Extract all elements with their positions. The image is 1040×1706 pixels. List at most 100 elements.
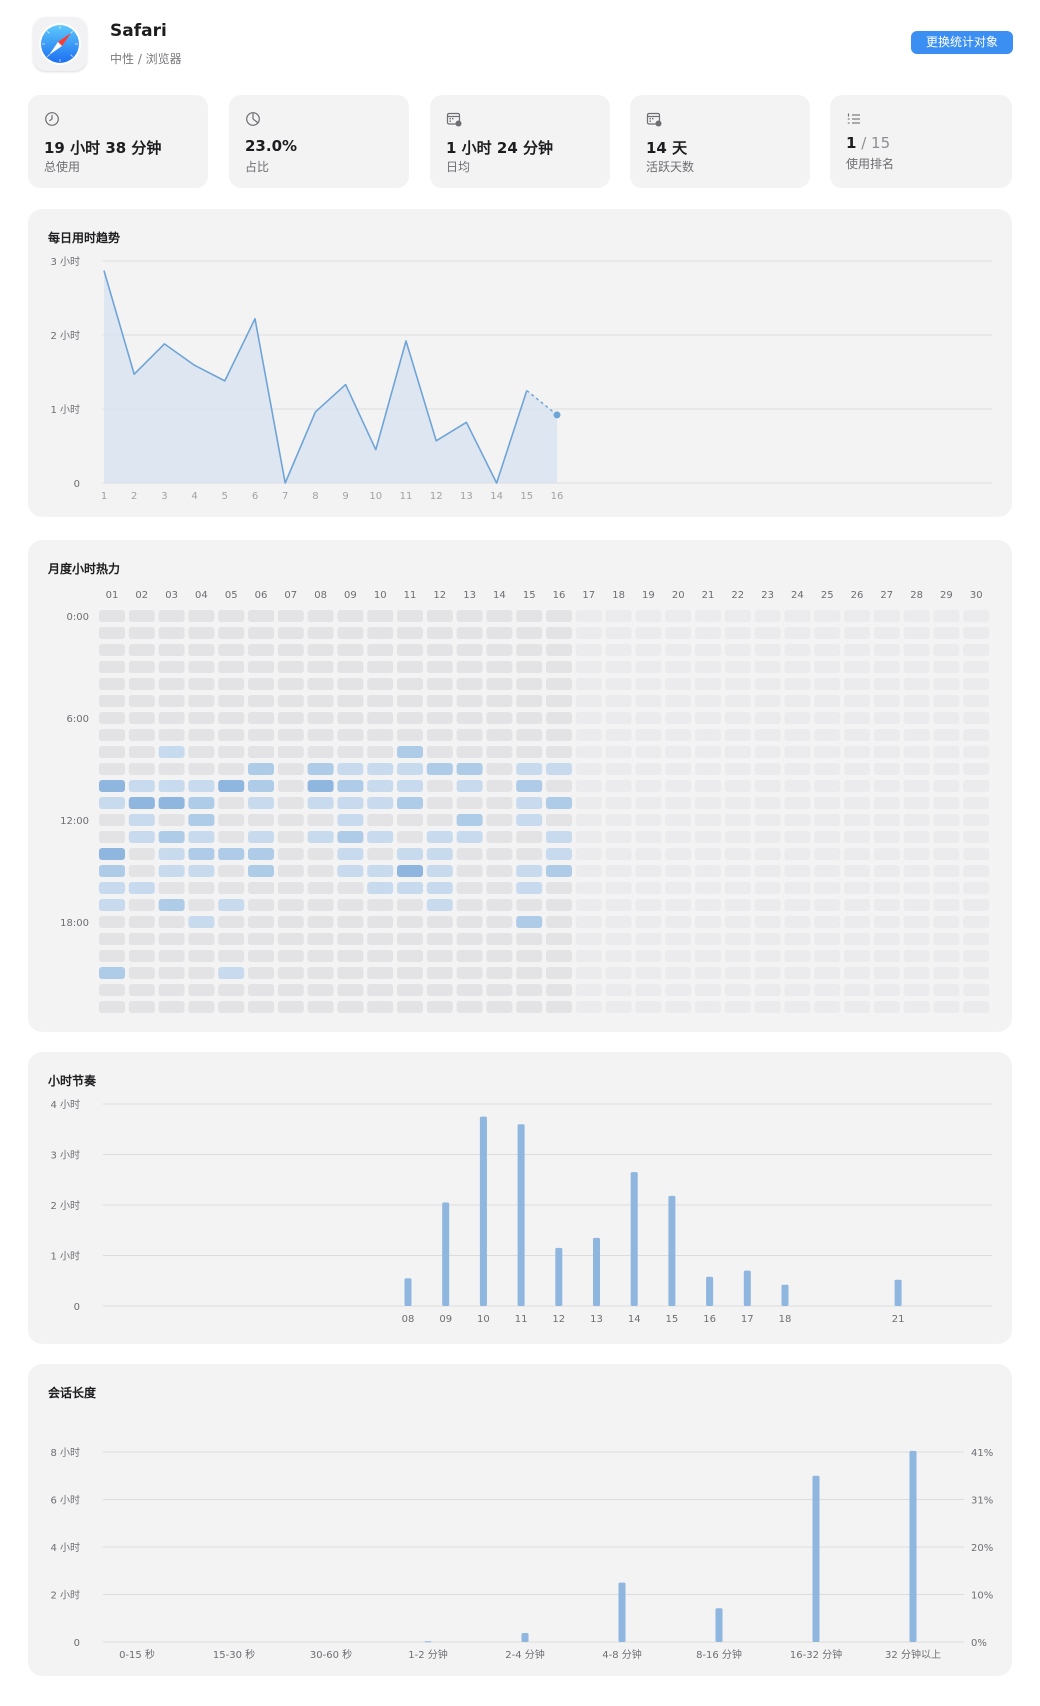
y-tick-label: 3 小时	[50, 256, 80, 268]
heatmap-cell	[635, 831, 662, 843]
heatmap-cell	[844, 848, 870, 860]
heatmap-cell	[814, 882, 841, 894]
heatmap-cell	[486, 882, 513, 894]
heatmap-cell	[516, 797, 543, 809]
heatmap-cell	[218, 882, 245, 894]
heatmap-cell	[903, 780, 930, 792]
heatmap-cell	[605, 916, 632, 928]
heatmap-cell	[575, 865, 602, 877]
heatmap-cell	[754, 610, 781, 622]
heatmap-cell	[307, 712, 334, 724]
heatmap-cell	[784, 916, 811, 928]
heatmap-cell	[665, 763, 692, 775]
heatmap-cell	[546, 814, 572, 826]
heatmap-cell	[546, 712, 572, 724]
x-tick-label: 16	[551, 491, 564, 502]
heatmap-cell	[814, 950, 841, 962]
heatmap-cell	[158, 848, 185, 860]
daily-trend-chart: 01 小时2 小时3 小时1 2 3 4 5 6 7 8 9 10 11 12 13 14 15 16	[50, 256, 992, 502]
heatmap-cell	[218, 780, 245, 792]
heatmap-cell	[456, 729, 483, 741]
heatmap-cell	[248, 610, 274, 622]
heatmap-cell	[665, 984, 692, 996]
heatmap-cell	[844, 746, 870, 758]
heatmap-cell	[397, 712, 423, 724]
heatmap-cell	[635, 695, 662, 707]
x-tick-label: 1-2 分钟	[408, 1648, 448, 1661]
heatmap-cell	[456, 644, 483, 656]
heatmap-cell	[665, 712, 692, 724]
heatmap-cell	[486, 848, 513, 860]
heatmap-cell	[188, 661, 215, 673]
heatmap-cell	[963, 780, 990, 792]
heatmap-cell	[516, 729, 543, 741]
section-title: 月度小时热力	[48, 562, 121, 576]
heatmap-cell	[99, 797, 125, 809]
heatmap-cell	[486, 712, 513, 724]
heatmap-cell	[456, 967, 483, 979]
heatmap-cell	[575, 780, 602, 792]
y-right-tick-label: 0%	[971, 1638, 987, 1649]
heatmap-cell	[933, 984, 960, 996]
heatmap-cell	[486, 644, 513, 656]
heatmap-cell	[486, 950, 513, 962]
heatmap-cell	[844, 763, 870, 775]
column-label: 30	[970, 590, 983, 601]
heatmap-cell	[933, 848, 960, 860]
heatmap-cell	[844, 814, 870, 826]
heatmap-cell	[99, 763, 125, 775]
heatmap-cell	[665, 899, 692, 911]
heatmap-cell	[158, 916, 185, 928]
heatmap-cell	[277, 984, 304, 996]
heatmap-cell	[397, 882, 423, 894]
heatmap-cell	[397, 780, 423, 792]
heatmap-cell	[218, 678, 245, 690]
heatmap-cell	[337, 627, 364, 639]
x-tick-label: 30-60 秒	[310, 1648, 352, 1661]
row-label: 6:00	[67, 714, 89, 725]
heatmap-cell	[218, 627, 245, 639]
heatmap-cell	[605, 610, 632, 622]
heatmap-cell	[933, 916, 960, 928]
heatmap-cell	[635, 797, 662, 809]
column-label: 21	[702, 590, 715, 601]
heatmap-cell	[575, 916, 602, 928]
heatmap-cell	[158, 729, 185, 741]
x-tick-label: 14	[490, 491, 503, 502]
heatmap-cell	[128, 695, 155, 707]
heatmap-cell	[248, 865, 274, 877]
heatmap-cell	[635, 644, 662, 656]
heatmap-cell	[665, 678, 692, 690]
heatmap-cell	[546, 882, 572, 894]
column-label: 01	[106, 590, 119, 601]
switch-target-button[interactable]: 更换统计对象	[911, 31, 1013, 54]
heatmap-cell	[397, 848, 423, 860]
heatmap-cell	[188, 610, 215, 622]
heatmap-cell	[933, 831, 960, 843]
heatmap-cell	[158, 882, 185, 894]
heatmap-cell	[486, 678, 513, 690]
heatmap-cell	[933, 950, 960, 962]
heatmap-cell	[903, 831, 930, 843]
heatmap-cell	[426, 661, 453, 673]
heatmap-cell	[277, 848, 304, 860]
heatmap-cell	[963, 695, 990, 707]
heatmap-cell	[873, 610, 900, 622]
heatmap-cell	[99, 848, 125, 860]
heatmap-cell	[963, 678, 990, 690]
heatmap-cell	[516, 950, 543, 962]
heatmap-cell	[426, 797, 453, 809]
heatmap-cell	[873, 678, 900, 690]
hour-bar	[706, 1276, 714, 1306]
heatmap-cell	[188, 1001, 215, 1013]
heatmap-cell	[814, 644, 841, 656]
heatmap-cell	[754, 933, 781, 945]
heatmap-cell	[695, 780, 721, 792]
heatmap-cell	[397, 899, 423, 911]
heatmap-cell	[546, 1001, 572, 1013]
heatmap-cell	[963, 848, 990, 860]
stat-value: 19 小时 38 分钟	[44, 139, 162, 157]
heatmap-cell	[724, 899, 751, 911]
heatmap-cell	[99, 882, 125, 894]
